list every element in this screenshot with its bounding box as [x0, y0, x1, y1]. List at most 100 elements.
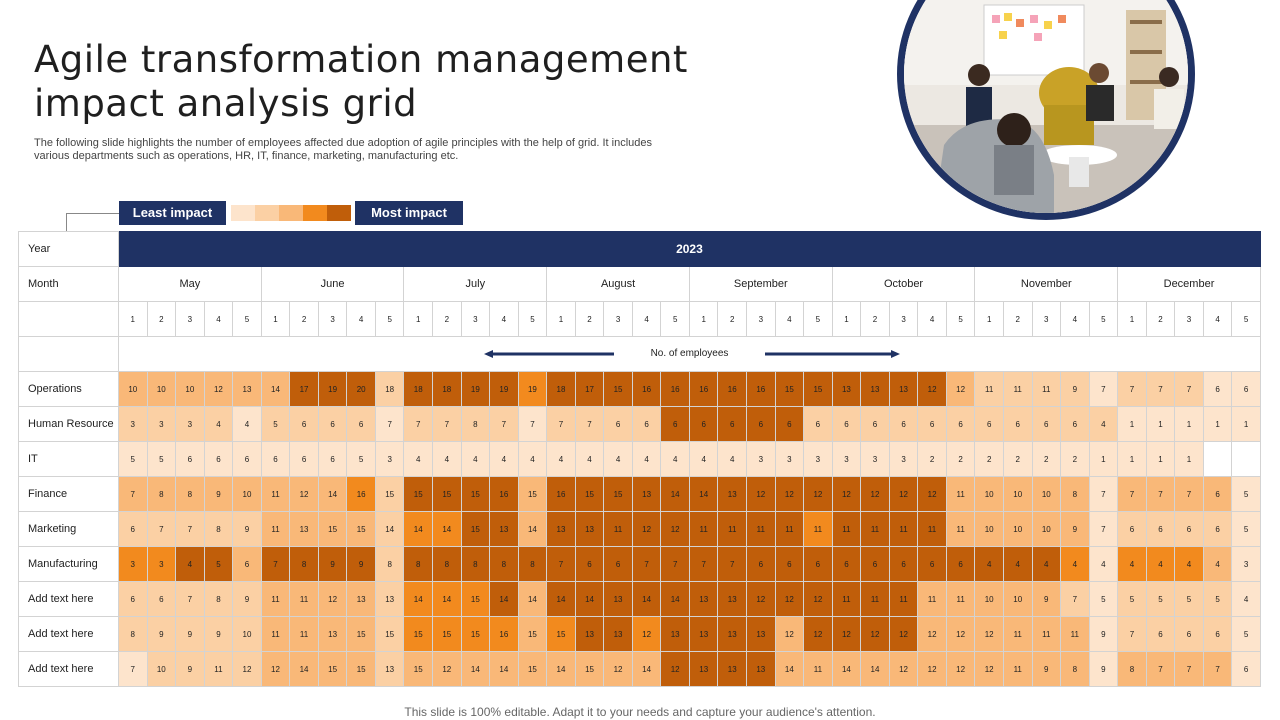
- impact-cell: 14: [374, 511, 405, 547]
- impact-cell: 11: [289, 581, 319, 617]
- impact-cell: 6: [974, 406, 1004, 442]
- department-row: Human Resource 3 3 3 4 4 5 6 6 6 7 7 7 8 7 7 7 7 6 6 6 6 6 6 6 6 6…: [18, 406, 1261, 442]
- impact-cell: 11: [717, 511, 748, 547]
- week-number: 3: [1174, 301, 1204, 337]
- impact-cell: 8: [489, 546, 519, 582]
- week-number: 3: [603, 301, 633, 337]
- impact-cell: 12: [289, 476, 319, 512]
- impact-cell: 6: [1231, 651, 1261, 687]
- impact-cell: 7: [175, 511, 205, 547]
- legend-swatch: [279, 205, 303, 221]
- week-number: 5: [945, 301, 976, 337]
- impact-cell: 12: [917, 371, 947, 407]
- impact-cell: 10: [974, 476, 1004, 512]
- impact-cell: 6: [860, 406, 890, 442]
- impact-cell: 4: [1174, 546, 1204, 582]
- impact-cell: 2: [1002, 441, 1033, 477]
- impact-cell: 15: [546, 616, 576, 652]
- impact-cell: 11: [917, 581, 947, 617]
- week-number: 1: [831, 301, 862, 337]
- impact-cell: 11: [746, 511, 776, 547]
- impact-cell: 3: [146, 406, 177, 442]
- impact-cell: 6: [831, 406, 862, 442]
- impact-cell: 5: [1231, 511, 1261, 547]
- impact-cell: 11: [945, 511, 976, 547]
- impact-cell: 14: [517, 511, 548, 547]
- impact-cell: 11: [831, 581, 862, 617]
- week-number: 5: [1231, 301, 1261, 337]
- impact-cell: 6: [603, 546, 633, 582]
- impact-cell: 10: [232, 616, 262, 652]
- department-row: Add text here 7 10 9 11 12 12 14 15 15 13 15 12 14 14 1…: [18, 651, 1261, 687]
- impact-cell: 5: [146, 441, 177, 477]
- impact-cell: 9: [232, 581, 262, 617]
- impact-cell: 13: [574, 616, 605, 652]
- week-number: 3: [746, 301, 776, 337]
- impact-cell: 13: [546, 511, 576, 547]
- impact-cell: 11: [603, 511, 633, 547]
- department-label: Human Resource: [18, 406, 119, 442]
- department-label: Marketing: [18, 511, 119, 547]
- impact-cell: 6: [1202, 476, 1233, 512]
- impact-cell: 11: [945, 581, 976, 617]
- impact-cell: 15: [432, 616, 462, 652]
- impact-cell: 6: [1117, 511, 1147, 547]
- impact-cell: 6: [1002, 406, 1033, 442]
- impact-cell: 6: [346, 406, 376, 442]
- impact-cell: 4: [660, 441, 690, 477]
- impact-cell: 7: [374, 406, 405, 442]
- impact-cell: 4: [432, 441, 462, 477]
- week-number: 4: [774, 301, 805, 337]
- impact-cell: 7: [688, 546, 719, 582]
- impact-cell: 14: [688, 476, 719, 512]
- week-number: 3: [888, 301, 919, 337]
- impact-cell: 6: [803, 546, 833, 582]
- impact-cell: 14: [289, 651, 319, 687]
- impact-cell: 9: [1031, 651, 1062, 687]
- impact-cell: 7: [403, 406, 434, 442]
- impact-cell: 6: [289, 406, 319, 442]
- impact-cell: 11: [289, 616, 319, 652]
- impact-cell: 16: [489, 476, 519, 512]
- impact-cell: 13: [688, 651, 719, 687]
- impact-cell: 7: [1088, 371, 1119, 407]
- impact-cell: 7: [517, 406, 548, 442]
- department-row: Operations 10 10 10 12 13 14 17 19 20 18 18 18 19 19 19…: [18, 371, 1261, 407]
- week-number: 4: [1202, 301, 1233, 337]
- impact-cell: 11: [1060, 616, 1090, 652]
- impact-cell: 6: [1174, 616, 1204, 652]
- impact-cell: 18: [403, 371, 434, 407]
- impact-cell: 16: [688, 371, 719, 407]
- impact-cell: 1: [1117, 406, 1147, 442]
- impact-cell: 1: [1117, 441, 1147, 477]
- impact-cell: 8: [1117, 651, 1147, 687]
- month-header: November: [974, 266, 1119, 302]
- impact-cell: 3: [888, 441, 919, 477]
- impact-cell: [1202, 441, 1233, 477]
- impact-cell: 12: [917, 651, 947, 687]
- legend-most-impact: Most impact: [355, 201, 463, 225]
- impact-cell: 4: [1145, 546, 1176, 582]
- impact-cell: 11: [888, 511, 919, 547]
- impact-cell: 4: [1088, 546, 1119, 582]
- impact-cell: 7: [546, 546, 576, 582]
- impact-cell: 3: [746, 441, 776, 477]
- impact-cell: 11: [1002, 616, 1033, 652]
- impact-cell: 4: [688, 441, 719, 477]
- impact-cell: 11: [1002, 371, 1033, 407]
- impact-cell: 7: [175, 581, 205, 617]
- impact-cell: 6: [118, 511, 148, 547]
- impact-cell: 15: [460, 581, 491, 617]
- impact-cell: 11: [888, 581, 919, 617]
- impact-cell: 14: [403, 581, 434, 617]
- impact-cell: 14: [660, 581, 690, 617]
- impact-cell: 7: [1060, 581, 1090, 617]
- impact-cell: 9: [175, 616, 205, 652]
- impact-cell: 13: [232, 371, 262, 407]
- week-number: 2: [146, 301, 177, 337]
- impact-cell: 15: [403, 651, 434, 687]
- impact-cell: 7: [1174, 371, 1204, 407]
- week-number: 2: [1145, 301, 1176, 337]
- impact-cell: 6: [860, 546, 890, 582]
- impact-cell: 6: [232, 546, 262, 582]
